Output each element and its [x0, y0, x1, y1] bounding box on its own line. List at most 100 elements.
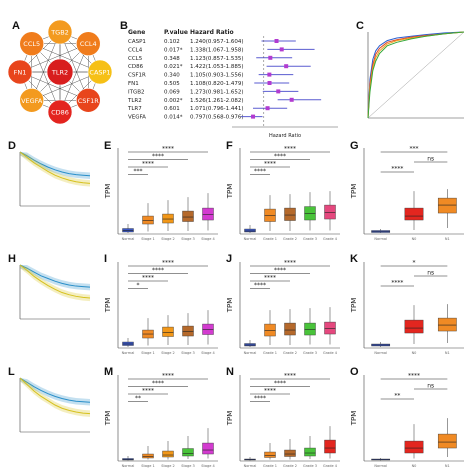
category-label: Stage 1 [141, 351, 154, 355]
network-node-label: CCL5 [23, 40, 40, 48]
network-edge [59, 31, 89, 101]
box [324, 204, 336, 220]
network-node-label: TGB2 [50, 29, 69, 37]
category-label: Grade 2 [283, 351, 297, 355]
series-line [19, 264, 91, 288]
forest-header-hr: Hazard Ratio [190, 29, 234, 36]
network-node-label: FN1 [14, 69, 27, 77]
box [437, 317, 457, 332]
forest-pvalue: 0.014* [164, 115, 183, 121]
box [304, 447, 316, 457]
network-edge [19, 71, 89, 101]
category-label: N1 [445, 351, 450, 355]
forest-gene: FN1 [128, 81, 139, 87]
network-node-label: CSF1R [78, 97, 100, 105]
panel-letter-f: F [226, 140, 233, 152]
signif-label: **** [391, 166, 403, 173]
network-edge [31, 43, 101, 73]
signif-label: ns [427, 156, 434, 163]
series-line [19, 151, 91, 184]
forest-gene: CD86 [128, 64, 144, 70]
signif-label: **** [264, 161, 276, 168]
forest-hr-text: 1.422(1.053-1.885) [190, 64, 244, 70]
forest-hr-text: 1.338(1.067-1.958) [190, 47, 244, 53]
network-node [19, 31, 45, 57]
box [437, 197, 457, 214]
signif-label: **** [274, 380, 286, 387]
panel-letter-b: B [120, 20, 128, 32]
signif-label: **** [284, 146, 296, 153]
box [202, 207, 214, 221]
panel-letter-g: G [350, 140, 359, 152]
y-axis-label: TPM [350, 411, 358, 427]
series-line [367, 31, 465, 119]
box [202, 442, 214, 455]
panel-letter-m: M [104, 366, 114, 378]
category-label: Normal [244, 351, 257, 355]
forest-hr-text: 1.071(0.796-1.441) [190, 106, 244, 112]
signif-label: **** [254, 168, 266, 175]
signif-label: **** [142, 388, 154, 395]
category-label: Grade 4 [323, 351, 338, 355]
forest-gene: CCL5 [128, 56, 143, 62]
network-node-label: CD86 [51, 109, 69, 117]
signif-label: **** [264, 388, 276, 395]
network-node [47, 19, 73, 45]
signif-label: **** [142, 275, 154, 282]
forest-header-pvalue: P.value [164, 29, 188, 36]
network-edge [31, 43, 61, 113]
network-edge [31, 31, 61, 101]
forest-hr-text: 0.797(0.568-0.976) [190, 115, 244, 121]
box [182, 448, 194, 457]
network-edge [19, 43, 89, 73]
box [284, 449, 296, 457]
survival-ci-band [20, 152, 90, 179]
network-node-label: CASP1 [89, 69, 110, 77]
box [404, 207, 424, 221]
network-node [75, 31, 101, 57]
forest-pvalue: 0.017* [164, 47, 183, 53]
signif-label: **** [254, 395, 266, 402]
forest-hr-text: 1.240(0.957-1.604) [190, 39, 244, 45]
signif-label: * [413, 260, 416, 267]
y-axis-label: TPM [104, 411, 112, 427]
category-label: N0 [412, 351, 417, 355]
category-label: Stage 3 [181, 351, 194, 355]
category-label: Grade 4 [323, 237, 338, 241]
category-label: Stage 1 [141, 237, 154, 241]
forest-point [267, 81, 272, 85]
y-axis-label: TPM [104, 298, 112, 314]
box [284, 207, 296, 221]
signif-label: **** [142, 161, 154, 168]
network-node-label: VEGFA [21, 97, 43, 105]
category-label: N0 [412, 464, 417, 468]
panel-letter-i: I [104, 253, 108, 265]
signif-label: ns [427, 270, 434, 277]
reference-diagonal [367, 31, 465, 119]
box [162, 450, 174, 458]
y-axis-label: TPM [226, 184, 234, 200]
category-label: Grade 3 [303, 464, 317, 468]
forest-point [268, 55, 273, 60]
forest-gene: CCL4 [128, 47, 143, 53]
y-axis-label: TPM [226, 411, 234, 427]
network-node [75, 87, 101, 113]
signif-label: **** [391, 280, 403, 287]
box [264, 451, 276, 458]
signif-label: **** [254, 282, 266, 289]
box [404, 319, 424, 334]
category-label: Normal [374, 351, 387, 355]
survival-ci-band [20, 378, 90, 406]
signif-label: **** [284, 373, 296, 380]
forest-gene: CASP1 [128, 39, 146, 45]
forest-gene: ITGB2 [128, 89, 145, 95]
box [437, 433, 457, 449]
network-node [46, 58, 74, 86]
category-label: Grade 3 [303, 237, 317, 241]
network-node-label: TLR2 [51, 69, 68, 77]
forest-gene: CSF1R [128, 73, 146, 79]
box [162, 326, 174, 337]
forest-point [276, 89, 281, 94]
forest-pvalue: 0.601 [164, 106, 180, 112]
signif-label: ** [135, 395, 141, 402]
